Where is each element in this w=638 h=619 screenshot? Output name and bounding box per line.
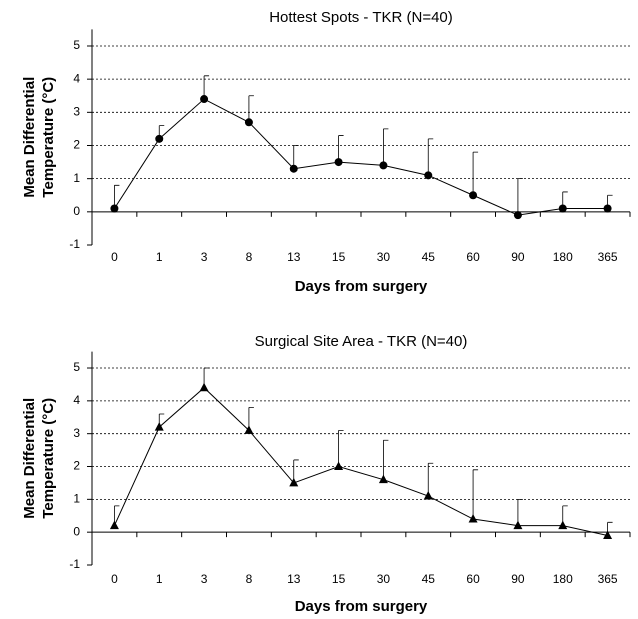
x-tick-label: 45: [422, 572, 436, 586]
y-tick-label: -1: [69, 237, 80, 251]
marker: [200, 95, 209, 104]
y-tick-label: 5: [73, 360, 80, 374]
y-tick-label: -1: [69, 557, 80, 571]
y-tick-label: 0: [73, 204, 80, 218]
error-bar: [338, 135, 344, 163]
y-tick-label: 1: [73, 171, 80, 185]
x-tick-label: 8: [246, 572, 253, 586]
y-tick-label: 3: [73, 104, 80, 118]
x-axis-label: Days from surgery: [295, 278, 428, 295]
x-tick-label: 15: [332, 572, 346, 586]
y-tick-label: 2: [73, 138, 80, 152]
marker: [379, 161, 388, 170]
y-axis-label: Mean Differential: [21, 77, 38, 198]
y-axis-label: Mean Differential: [21, 398, 38, 519]
marker: [423, 491, 433, 500]
marker: [558, 520, 568, 530]
x-tick-label: 45: [422, 250, 436, 264]
marker: [468, 514, 478, 523]
x-tick-label: 0: [111, 250, 118, 264]
marker: [244, 118, 253, 127]
x-tick-label: 1: [156, 250, 163, 264]
x-tick-label: 1: [156, 572, 163, 586]
x-tick-label: 3: [201, 572, 208, 586]
y-tick-label: 4: [73, 71, 80, 85]
y-axis-label: Temperature (°C): [40, 398, 57, 519]
marker: [513, 211, 522, 220]
x-tick-label: 365: [598, 250, 618, 264]
error-bar: [472, 151, 479, 196]
x-tick-label: 90: [511, 572, 525, 586]
error-bar: [472, 469, 479, 520]
y-axis-label: Temperature (°C): [40, 77, 57, 198]
x-tick-label: 0: [111, 572, 118, 586]
marker: [378, 474, 388, 484]
x-tick-label: 365: [598, 572, 618, 586]
y-tick-label: 5: [73, 38, 80, 52]
error-bar: [517, 178, 523, 216]
marker: [558, 204, 567, 213]
marker: [469, 191, 478, 200]
x-axis-label: Days from surgery: [295, 598, 428, 615]
marker: [244, 425, 254, 434]
marker: [199, 382, 209, 392]
y-tick-label: 1: [73, 492, 80, 506]
x-tick-label: 8: [246, 250, 253, 264]
x-tick-label: 90: [511, 250, 525, 264]
marker: [603, 204, 612, 213]
marker: [424, 171, 433, 180]
marker: [334, 158, 343, 167]
error-bar: [338, 429, 344, 467]
error-bar: [383, 128, 389, 166]
x-tick-label: 30: [377, 250, 391, 264]
data-line: [113, 387, 608, 536]
chart-title: Hottest Spots - TKR (N=40): [269, 9, 453, 26]
x-tick-label: 30: [377, 572, 391, 586]
marker: [110, 204, 119, 213]
marker: [109, 520, 119, 530]
marker: [155, 134, 164, 143]
x-tick-label: 60: [466, 572, 480, 586]
x-tick-label: 60: [466, 250, 480, 264]
marker: [603, 530, 613, 539]
marker: [289, 164, 298, 173]
x-tick-label: 180: [553, 250, 573, 264]
data-line: [113, 98, 608, 216]
error-bar: [517, 498, 523, 526]
y-tick-label: 2: [73, 459, 80, 473]
x-tick-label: 13: [287, 250, 301, 264]
y-tick-label: 4: [73, 393, 80, 407]
marker: [334, 461, 344, 471]
y-tick-label: 3: [73, 426, 80, 440]
error-bar: [427, 138, 434, 176]
marker: [289, 477, 299, 487]
error-bar: [248, 95, 254, 123]
x-tick-label: 3: [201, 250, 208, 264]
y-tick-label: 0: [73, 524, 80, 538]
marker: [154, 422, 164, 431]
x-tick-label: 15: [332, 250, 346, 264]
error-bar: [383, 439, 389, 480]
error-bar: [427, 462, 434, 497]
chart-title: Surgical Site Area - TKR (N=40): [255, 333, 468, 350]
x-tick-label: 180: [553, 572, 573, 586]
marker: [513, 520, 523, 530]
x-tick-label: 13: [287, 572, 301, 586]
